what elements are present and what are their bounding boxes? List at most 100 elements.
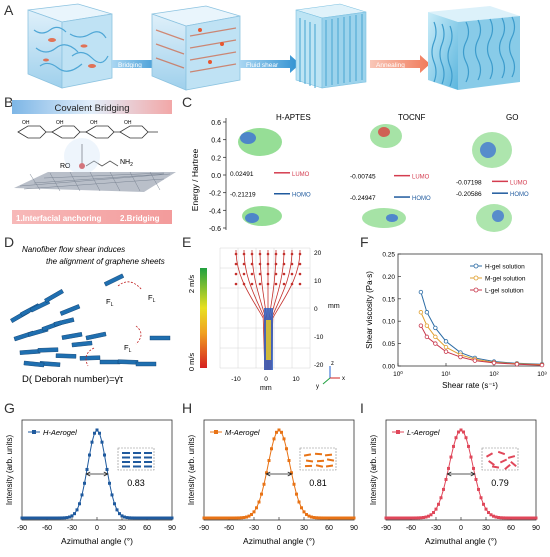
peak-data-point bbox=[275, 430, 278, 434]
peak-data-point bbox=[165, 516, 169, 520]
peak-data-point bbox=[153, 516, 156, 520]
peak-data-point bbox=[155, 516, 159, 520]
peak-data-point bbox=[409, 516, 413, 520]
peak-data-point bbox=[63, 516, 66, 520]
peak-data-point bbox=[292, 482, 296, 486]
peak-data-point bbox=[487, 511, 490, 515]
peak-data-point bbox=[464, 436, 468, 440]
graphene-sheet bbox=[103, 273, 125, 287]
peak-data-point bbox=[317, 516, 321, 520]
peak-data-point bbox=[494, 515, 498, 519]
covalent-bridging-banner bbox=[12, 100, 172, 114]
peak-data-point bbox=[55, 516, 59, 520]
peak-xtick-label: -30 bbox=[67, 525, 77, 532]
streamline-marker bbox=[266, 262, 270, 266]
peak-data-point bbox=[472, 466, 475, 470]
peak-data-point bbox=[320, 516, 323, 520]
fwhm-value: 0.79 bbox=[491, 478, 509, 488]
lumo-value: -0.07198 bbox=[456, 179, 482, 186]
peak-data-point bbox=[407, 516, 410, 520]
peak-data-point bbox=[310, 515, 313, 519]
peak-xtick-label: 30 bbox=[118, 525, 126, 532]
peak-xlabel: Azimuthal angle (°) bbox=[425, 536, 497, 546]
graphene-sheet bbox=[85, 331, 107, 341]
peak-data-point bbox=[462, 430, 465, 434]
streamline-marker bbox=[250, 272, 254, 276]
arrow-fluid-shear bbox=[240, 55, 300, 73]
panel-d-illustration: Nanofiber flow shear induces the alignme… bbox=[10, 245, 171, 385]
peak-data-point bbox=[140, 516, 144, 520]
peak-data-point bbox=[113, 502, 116, 506]
peak-xtick-label: -90 bbox=[381, 525, 391, 532]
homo-label: HOMO bbox=[510, 192, 529, 198]
peak-data-point bbox=[85, 467, 89, 471]
peak-data-point bbox=[295, 492, 298, 496]
panel-i-chart: -90 -60 -30 0 30 60 90 Azimuthal angle (°) Inten… bbox=[369, 419, 540, 546]
e-ztick-label: -10 bbox=[314, 334, 324, 341]
f-ytick-label: 0.25 bbox=[382, 252, 395, 259]
peak-data-point bbox=[20, 516, 24, 520]
peak-data-point bbox=[210, 516, 213, 520]
peak-data-point bbox=[78, 502, 81, 506]
streamline-marker bbox=[274, 282, 278, 286]
e-ztick-label: 0 bbox=[314, 306, 318, 313]
svg-text:x: x bbox=[342, 376, 345, 382]
peak-data-point bbox=[389, 516, 393, 520]
peak-data-point bbox=[534, 516, 538, 520]
graphene-sheet bbox=[135, 361, 157, 367]
peak-data-point bbox=[237, 516, 241, 520]
peak-data-point bbox=[40, 516, 44, 520]
peak-data-point bbox=[205, 516, 208, 520]
e-ztick-label: 10 bbox=[314, 278, 322, 285]
streamline-marker bbox=[282, 272, 286, 276]
arrow-bridging bbox=[112, 55, 168, 73]
peak-data-point bbox=[340, 516, 343, 520]
peak-xtick-label: -30 bbox=[431, 525, 441, 532]
f-ytick-label: 0.20 bbox=[382, 274, 395, 281]
graphene-sheet bbox=[71, 340, 93, 348]
peak-data-point bbox=[419, 516, 423, 520]
peak-data-point bbox=[452, 444, 455, 448]
graphene-sheet bbox=[29, 299, 51, 313]
homo-label: HOMO bbox=[292, 193, 311, 199]
arrow-fluid-shear-label: Fluid shear bbox=[246, 62, 279, 69]
force-label-3: FL bbox=[124, 343, 132, 354]
c-ytick-label: 0.2 bbox=[211, 155, 221, 162]
nh2-label: NH2 bbox=[120, 159, 133, 168]
peak-xtick-label: -60 bbox=[42, 525, 52, 532]
lumo-value: -0.00745 bbox=[350, 174, 376, 181]
c-ytick-label: 0.0 bbox=[211, 173, 221, 180]
peak-data-point bbox=[437, 502, 440, 506]
peak-data-point bbox=[247, 514, 251, 518]
peak-data-point bbox=[532, 516, 535, 520]
panel-label-f: F bbox=[360, 234, 369, 250]
peak-data-point bbox=[417, 516, 420, 520]
step-interfacial-anchoring: 1.Interfacial anchoring bbox=[16, 214, 101, 223]
panel-h-chart: -90 -60 -30 0 30 60 90 Azimuthal angle (°) Inten… bbox=[187, 419, 358, 546]
lumo-label: LUMO bbox=[292, 172, 310, 178]
peak-data-point bbox=[392, 516, 395, 520]
peak-data-point bbox=[399, 516, 403, 520]
peak-xtick-label: 60 bbox=[507, 525, 515, 532]
peak-data-point bbox=[138, 516, 141, 520]
streamline-marker bbox=[266, 252, 270, 256]
peak-data-point bbox=[492, 514, 495, 518]
panel-label-h: H bbox=[182, 400, 193, 416]
peak-data-point bbox=[245, 515, 248, 519]
peak-data-point bbox=[163, 516, 166, 520]
peak-data-point bbox=[422, 515, 425, 519]
streamline-marker bbox=[282, 252, 286, 256]
peak-data-point bbox=[267, 459, 271, 463]
peak-data-point bbox=[477, 487, 480, 491]
peak-ylabel: Intensity (arb. units) bbox=[5, 435, 14, 506]
cube-dispersion bbox=[27, 3, 113, 89]
e-xtick-label: 10 bbox=[292, 376, 300, 383]
fwhm-value: 0.81 bbox=[309, 478, 327, 488]
panel-g-chart: -90 -60 -30 0 30 60 90 Azimuthal angle (°) Inten… bbox=[5, 419, 176, 546]
f-xtick-label: 10¹ bbox=[441, 371, 451, 378]
peak-data-point bbox=[527, 516, 530, 520]
streamline-marker bbox=[250, 262, 254, 266]
peak-data-point bbox=[489, 513, 493, 517]
peak-data-point bbox=[108, 481, 111, 485]
graphene-sheet bbox=[19, 349, 41, 355]
